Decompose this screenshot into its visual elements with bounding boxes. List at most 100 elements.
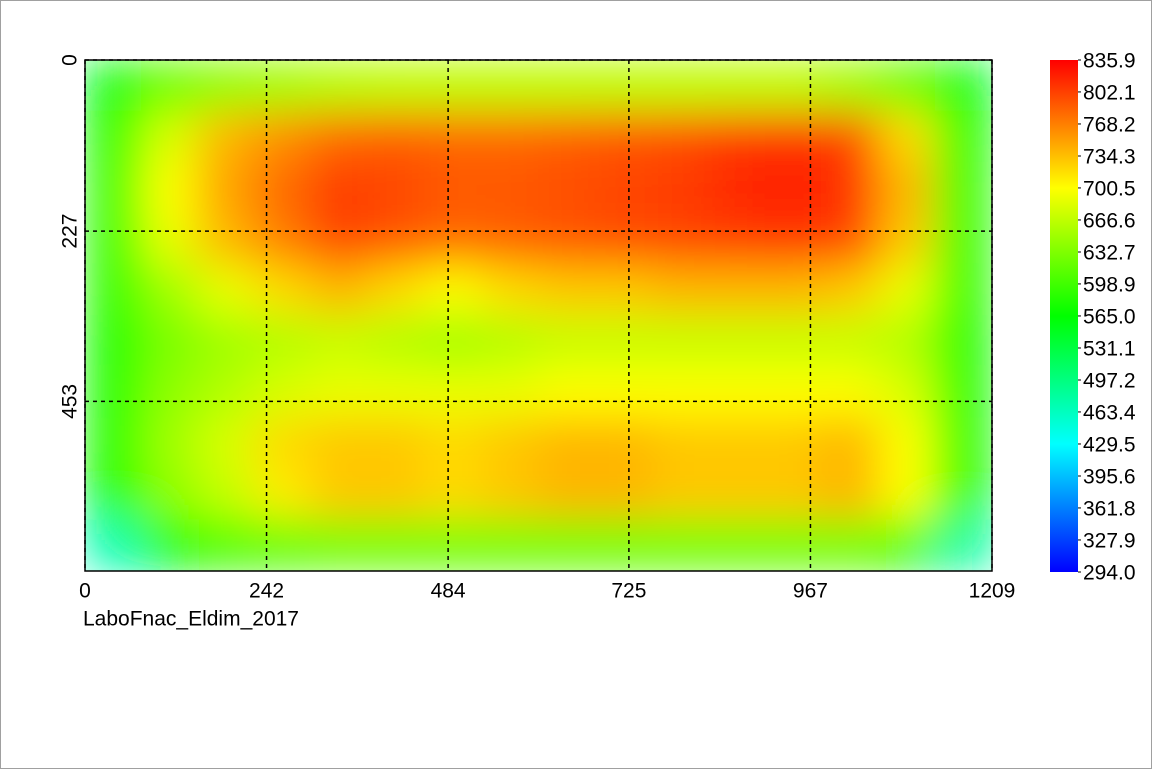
heat-cell (254, 468, 313, 521)
heat-cell (254, 417, 313, 470)
heat-cell (141, 60, 199, 112)
heat-cell (878, 263, 936, 316)
heat-cell (85, 60, 143, 112)
heat-cell (764, 468, 823, 521)
heat-cell (594, 60, 653, 112)
heat-cell (85, 161, 143, 214)
heat-cell (367, 519, 426, 571)
heat-cell (821, 161, 880, 214)
heat-cell (254, 60, 313, 112)
x-tick-label: 1209 (969, 580, 1016, 603)
heat-cell (708, 366, 766, 419)
heat-cell (708, 161, 766, 214)
heatmap (85, 60, 992, 571)
colorbar-label: 835.9 (1083, 50, 1136, 73)
heat-cell (651, 161, 710, 214)
heat-cell (141, 263, 199, 316)
heat-cell (481, 263, 539, 316)
heat-cell (594, 468, 653, 521)
heat-cell (254, 263, 313, 316)
colorbar-label: 327.9 (1083, 530, 1136, 553)
heat-cell (538, 366, 596, 419)
colorbar-label: 768.2 (1083, 114, 1136, 137)
colorbar-label: 734.3 (1083, 146, 1136, 169)
colorbar-label: 598.9 (1083, 273, 1136, 296)
heat-cell (651, 417, 710, 470)
heat-cell (934, 161, 992, 214)
heat-cell (254, 110, 313, 163)
heat-cell (538, 263, 596, 316)
heat-cell (708, 417, 766, 470)
colorbar-label: 497.2 (1083, 370, 1136, 393)
heat-cell (311, 110, 369, 163)
heat-cell (878, 212, 936, 265)
heat-cell (85, 366, 143, 419)
heat-cell (141, 468, 199, 521)
heat-cell (481, 212, 539, 265)
heat-cell (367, 212, 426, 265)
heat-cell (367, 110, 426, 163)
heat-cell (764, 417, 823, 470)
heat-cell (594, 366, 653, 419)
heat-cell (254, 212, 313, 265)
heat-cell (764, 315, 823, 368)
heat-cell (311, 519, 369, 571)
heat-cell (424, 60, 483, 112)
heat-cell (821, 110, 880, 163)
heat-cell (311, 315, 369, 368)
y-tick-label: 0 (59, 54, 82, 66)
heat-cell (85, 212, 143, 265)
heat-cell (197, 263, 256, 316)
heat-cell (934, 366, 992, 419)
colorbar-label: 361.8 (1083, 497, 1136, 520)
heat-cell (764, 519, 823, 571)
heat-cell (821, 519, 880, 571)
heat-cell (538, 417, 596, 470)
heat-cell (934, 110, 992, 163)
heat-cell (821, 366, 880, 419)
heat-cell (934, 468, 992, 521)
heat-cell (538, 468, 596, 521)
heat-cell (197, 110, 256, 163)
heat-cell (708, 60, 766, 112)
colorbar-label: 666.6 (1083, 210, 1136, 233)
heat-cell (594, 110, 653, 163)
x-tick-label: 242 (249, 580, 284, 603)
heat-cell (311, 263, 369, 316)
heat-cell (538, 110, 596, 163)
heat-cell (311, 161, 369, 214)
heat-cell (538, 212, 596, 265)
heat-cell (141, 315, 199, 368)
colorbar-label: 429.5 (1083, 434, 1136, 457)
heat-cell (424, 366, 483, 419)
heat-cell (878, 468, 936, 521)
heat-cell (481, 468, 539, 521)
heat-cell (311, 468, 369, 521)
heat-cell (85, 417, 143, 470)
heat-cell (424, 263, 483, 316)
heat-cell (197, 417, 256, 470)
heat-cell (878, 60, 936, 112)
heat-cell (708, 110, 766, 163)
heat-cell (764, 60, 823, 112)
colorbar-label: 565.0 (1083, 305, 1136, 328)
colorbar-label: 802.1 (1083, 81, 1136, 104)
x-tick-label: 725 (611, 580, 646, 603)
heat-cell (538, 519, 596, 571)
plot-border (84, 59, 993, 572)
heat-cell (764, 110, 823, 163)
heat-cell (197, 212, 256, 265)
heat-cell (481, 519, 539, 571)
colorbar (1050, 60, 1078, 572)
heat-cell (821, 212, 880, 265)
heat-cell (821, 60, 880, 112)
heat-cell (934, 263, 992, 316)
heat-cell (85, 110, 143, 163)
heat-cell (934, 417, 992, 470)
colorbar-label: 294.0 (1083, 562, 1136, 585)
heat-cell (821, 417, 880, 470)
heat-cell (764, 212, 823, 265)
heat-cell (878, 519, 936, 571)
